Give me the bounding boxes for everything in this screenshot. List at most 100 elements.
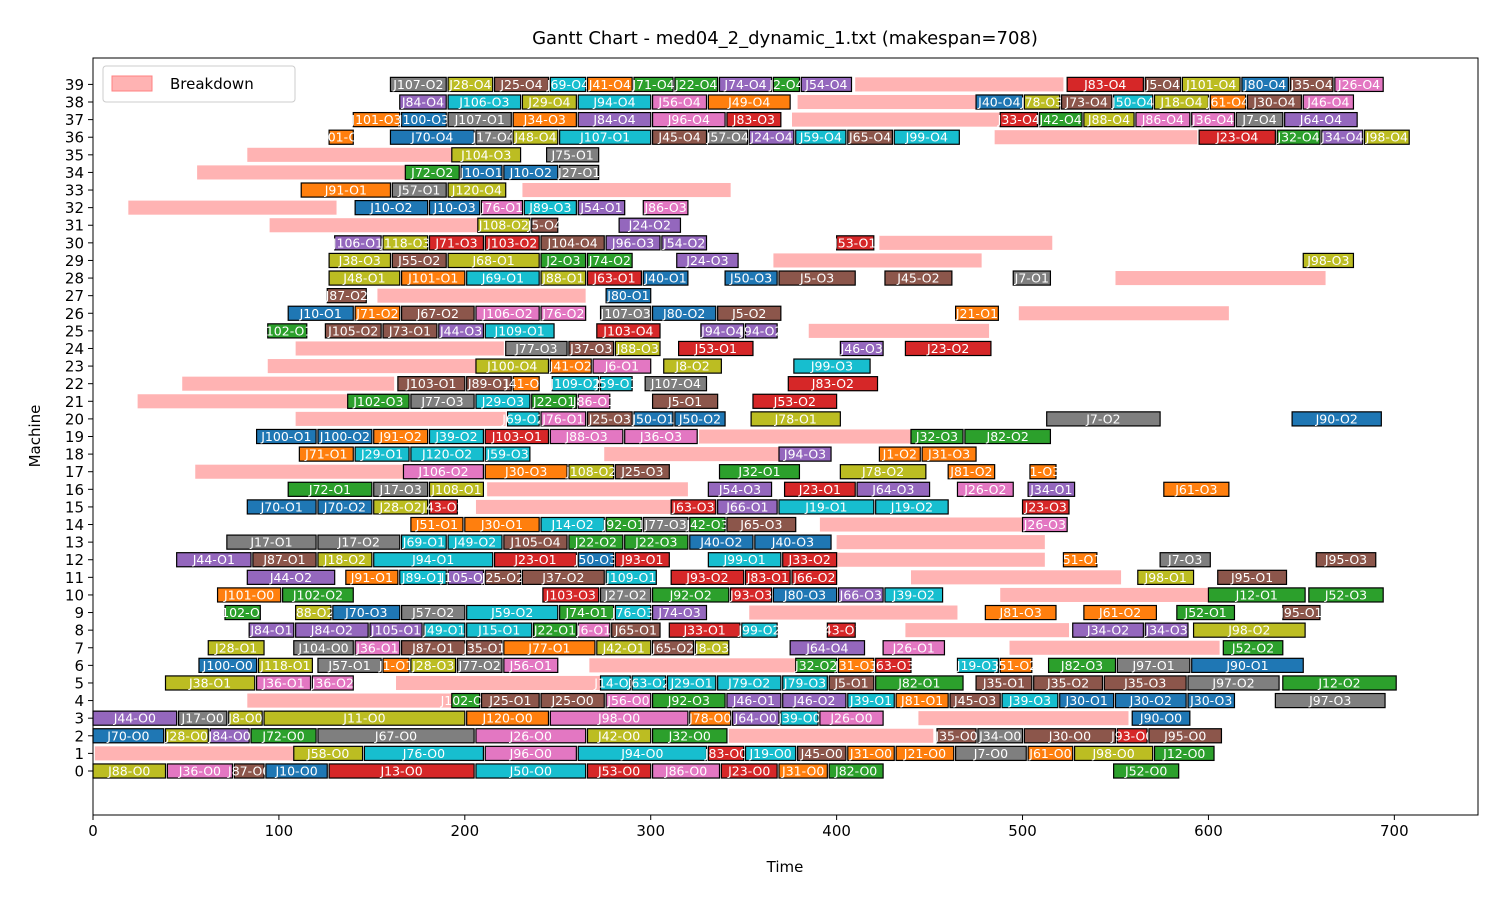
task-bar <box>354 446 410 462</box>
task-label: J83-O3 <box>732 112 775 127</box>
task-bar <box>1241 76 1289 93</box>
task-label: J91-O1 <box>324 183 367 198</box>
task-label: J69-O2 <box>501 411 544 426</box>
task-bar <box>352 111 401 128</box>
task-label: J36-O3 <box>639 429 682 444</box>
task-label: J64-O4 <box>1299 112 1342 127</box>
task-bar <box>1047 657 1117 674</box>
task-bar <box>401 305 475 321</box>
task-label: J99-O2 <box>737 623 780 638</box>
task-label: J25-O3 <box>620 464 663 479</box>
task-bar <box>293 640 354 656</box>
task-bar <box>744 745 797 762</box>
task-bar <box>447 569 485 585</box>
task-bar <box>875 499 949 515</box>
task-bar <box>718 464 801 480</box>
task-label: J98-O4 <box>1365 130 1408 145</box>
task-bar <box>363 745 485 762</box>
task-label: J79-O3 <box>783 675 826 690</box>
task-label: J54-O3 <box>718 482 761 497</box>
task-bar <box>599 305 652 321</box>
task-label: J37-O3 <box>569 341 612 356</box>
task-label: J105-O2 <box>327 323 378 338</box>
task-label: J105-O4 <box>509 535 560 550</box>
task-bar <box>354 640 401 656</box>
task-bar <box>300 182 392 198</box>
task-label: J29-O1 <box>669 675 712 690</box>
breakdown-bar <box>295 411 506 426</box>
task-bar <box>782 675 828 691</box>
breakdown-bar <box>918 711 1129 726</box>
y-tick-label: 21 <box>65 393 84 411</box>
task-label: J8-O0 <box>227 711 262 726</box>
task-label: J17-O1 <box>249 535 292 550</box>
task-bar <box>778 270 856 286</box>
task-bar <box>540 235 605 251</box>
task-label: J23-O2 <box>926 341 969 356</box>
task-label: J36-O1 <box>355 640 398 655</box>
task-bar <box>549 710 689 726</box>
task-bar <box>1083 111 1135 128</box>
task-label: J103-O4 <box>602 323 653 338</box>
task-label: J65-O4 <box>848 130 891 145</box>
task-bar <box>428 499 458 515</box>
task-label: J80-O4 <box>1243 77 1286 92</box>
y-tick-label: 0 <box>74 762 84 780</box>
y-tick-label: 37 <box>65 111 84 129</box>
task-bar <box>295 622 369 638</box>
task-bar <box>293 745 364 762</box>
task-bar <box>1072 622 1144 638</box>
task-bar <box>410 446 485 462</box>
task-label: J10-O3 <box>432 200 475 215</box>
task-label: J89-O3 <box>528 200 571 215</box>
task-label: J56-O0 <box>606 693 649 708</box>
task-label: J53-O1 <box>694 341 737 356</box>
task-label: J59-O4 <box>799 130 842 145</box>
task-bar <box>778 763 828 779</box>
task-label: J88-O1 <box>541 271 584 286</box>
task-bar <box>1060 94 1113 110</box>
task-bar <box>1176 604 1236 621</box>
y-tick-label: 32 <box>65 199 84 217</box>
task-label: J107-O3 <box>600 306 651 321</box>
task-label: J42-O1 <box>602 640 645 655</box>
task-bar <box>599 675 631 691</box>
task-bar <box>651 640 695 656</box>
task-bar <box>689 534 754 550</box>
task-label: J106-O3 <box>458 95 509 110</box>
task-label: J69-O4 <box>546 77 589 92</box>
task-bar <box>401 111 447 128</box>
task-label: J106-O1 <box>332 235 383 250</box>
task-label: J94-O2 <box>739 323 782 338</box>
task-label: J82-O1 <box>897 675 940 690</box>
task-bar <box>772 76 801 93</box>
y-tick-label: 10 <box>65 586 84 604</box>
task-bar <box>1207 587 1306 603</box>
task-bar <box>676 252 739 269</box>
task-label: J65-O3 <box>739 517 782 532</box>
task-bar <box>839 464 927 480</box>
task-bar <box>401 270 466 286</box>
task-label: J12-O2 <box>1317 675 1360 690</box>
task-label: J2-O4 <box>768 77 803 92</box>
task-label: J69-O1 <box>402 535 445 550</box>
task-bar <box>893 129 960 145</box>
task-label: J90-O1 <box>1225 658 1268 673</box>
task-bar <box>475 358 550 374</box>
x-tick-label: 100 <box>265 822 294 840</box>
y-tick-label: 5 <box>74 674 84 692</box>
task-bar <box>484 464 568 480</box>
task-bar <box>837 587 884 603</box>
task-label: J69-O1 <box>481 271 524 286</box>
task-bar <box>782 692 847 709</box>
breakdown-bar <box>94 746 302 761</box>
breakdown-bar <box>295 341 504 356</box>
task-bar <box>651 129 708 145</box>
task-label: J109-O1 <box>605 570 656 585</box>
task-label: J18-O2 <box>323 552 366 567</box>
task-label: J57-O1 <box>327 658 370 673</box>
task-bar <box>326 288 367 304</box>
task-label: J7-O2 <box>1085 411 1120 426</box>
task-label: J107-O1 <box>454 112 505 127</box>
task-bar <box>700 323 745 339</box>
